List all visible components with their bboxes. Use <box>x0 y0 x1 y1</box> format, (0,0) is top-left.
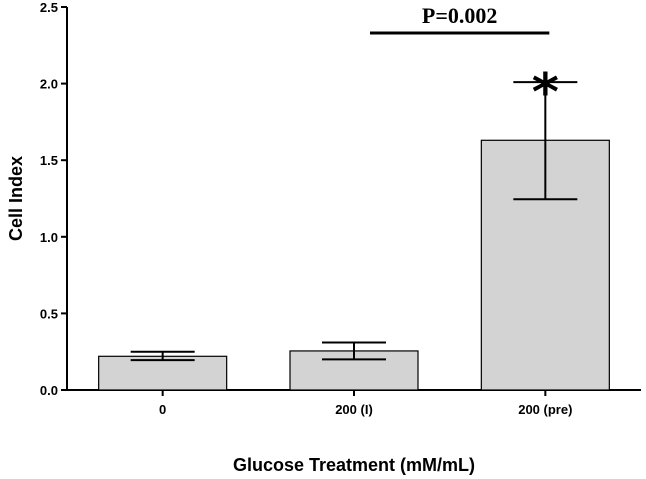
annotations: P=0.002 * <box>370 3 559 123</box>
x-axis-title: Glucose Treatment (mM/mL) <box>233 455 475 475</box>
x-axis: 0 200 (I) 200 (pre) <box>67 389 641 417</box>
p-value-label: P=0.002 <box>422 3 497 28</box>
significance-star: * <box>532 63 559 123</box>
y-tick-label: 0.5 <box>40 306 58 321</box>
x-tick-label: 200 (pre) <box>518 402 572 417</box>
error-bars <box>130 81 578 362</box>
bar <box>98 355 228 391</box>
y-axis-title: Cell Index <box>6 156 26 241</box>
y-tick-label: 1.5 <box>40 153 58 168</box>
x-tick-label: 0 <box>159 402 166 417</box>
y-axis: 0.0 0.5 1.0 1.5 2.0 2.5 <box>40 0 68 398</box>
y-tick-label: 1.0 <box>40 230 58 245</box>
y-tick-label: 2.5 <box>40 0 58 15</box>
bars <box>98 139 610 391</box>
y-tick-label: 2.0 <box>40 77 58 92</box>
x-tick-label: 200 (I) <box>335 402 373 417</box>
y-tick-label: 0.0 <box>40 383 58 398</box>
